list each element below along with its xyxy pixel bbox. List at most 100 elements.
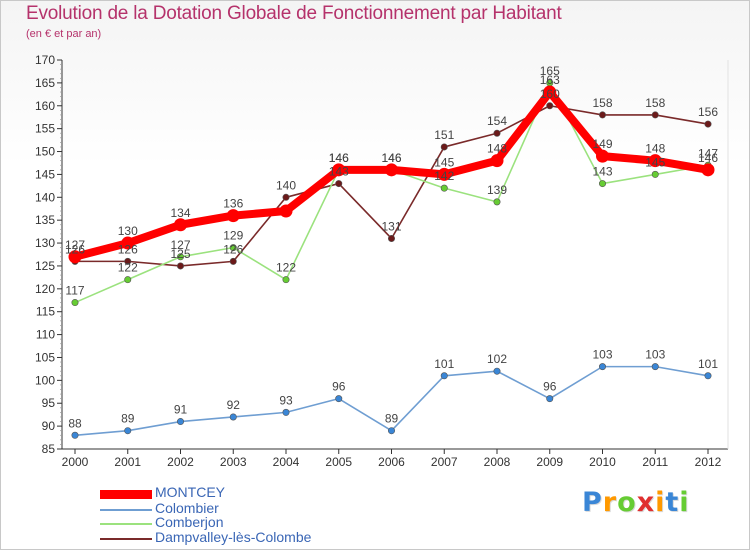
data-label-comberjon-2001: 122	[118, 261, 138, 275]
point-colombier-2010	[598, 363, 606, 371]
data-label-dampvalley-l-s-colombe-2011: 158	[645, 96, 665, 110]
x-tick-label-2002: 2002	[167, 455, 194, 469]
point-dampvalley-l-s-colombe-2001	[124, 257, 132, 265]
proxiti-logo: Proxiti	[582, 487, 690, 518]
x-tick-label-2003: 2003	[220, 455, 247, 469]
point-colombier-2009	[546, 395, 554, 403]
y-tick-label-120: 120	[35, 282, 55, 296]
point-colombier-2007	[440, 372, 448, 380]
point-dampvalley-l-s-colombe-2009	[546, 102, 554, 110]
point-montcey-2000	[68, 250, 82, 264]
data-label-montcey-2005: 146	[329, 151, 349, 165]
point-comberjon-2001	[124, 276, 132, 284]
legend-label-dampvalley: Dampvalley-lès-Colombe	[155, 529, 312, 545]
x-tick-label-2010: 2010	[589, 455, 616, 469]
legend-swatch-colombier	[100, 509, 152, 511]
data-label-comberjon-2000: 117	[65, 284, 84, 298]
point-dampvalley-l-s-colombe-2011	[651, 111, 659, 119]
point-colombier-2001	[124, 427, 132, 435]
x-tick-label-2007: 2007	[431, 455, 458, 469]
point-colombier-2003	[229, 413, 237, 421]
legend-label-comberjon: Comberjon	[155, 514, 224, 530]
data-label-colombier-2011: 103	[645, 348, 665, 362]
point-comberjon-2010	[598, 180, 606, 188]
y-tick-label-155: 155	[35, 122, 55, 136]
y-tick-label-140: 140	[35, 190, 55, 204]
data-label-comberjon-2008: 139	[487, 183, 507, 197]
data-label-colombier-2000: 88	[68, 416, 82, 430]
x-tick-label-2008: 2008	[484, 455, 511, 469]
point-montcey-2006	[385, 163, 398, 177]
data-label-colombier-2010: 103	[592, 348, 612, 362]
x-tick-label-2011: 2011	[642, 455, 668, 469]
data-label-comberjon-2005: 146	[329, 151, 349, 165]
data-label-montcey-2006: 146	[381, 151, 401, 165]
point-dampvalley-l-s-colombe-2012	[704, 120, 712, 128]
y-tick-label-160: 160	[35, 99, 55, 113]
y-tick-label-165: 165	[35, 76, 55, 90]
point-montcey-2012	[701, 163, 715, 177]
data-label-dampvalley-l-s-colombe-2010: 158	[592, 96, 612, 110]
point-montcey-2001	[121, 236, 135, 250]
point-montcey-2004	[279, 204, 293, 218]
point-colombier-2000	[71, 431, 79, 439]
point-dampvalley-l-s-colombe-2005	[335, 180, 343, 188]
data-label-montcey-2010: 149	[592, 137, 612, 151]
logo-letter: r	[602, 487, 618, 518]
point-colombier-2008	[493, 367, 501, 375]
point-dampvalley-l-s-colombe-2010	[598, 111, 606, 119]
data-label-dampvalley-l-s-colombe-2009: 160	[540, 87, 560, 101]
data-label-colombier-2001: 89	[121, 412, 135, 426]
x-tick-label-2012: 2012	[695, 455, 722, 469]
point-dampvalley-l-s-colombe-2008	[493, 129, 501, 137]
logo-letter: i	[655, 487, 666, 518]
data-label-colombier-2009: 96	[543, 380, 557, 394]
data-label-dampvalley-l-s-colombe-2003: 126	[223, 242, 243, 256]
data-label-colombier-2007: 101	[434, 357, 454, 371]
legend-swatch-montcey	[100, 490, 152, 499]
y-tick-label-150: 150	[35, 145, 55, 159]
chart-subtitle: (en € et par an)	[26, 28, 102, 40]
y-tick-label-100: 100	[35, 373, 55, 387]
data-label-dampvalley-l-s-colombe-2002: 125	[170, 247, 190, 261]
data-label-montcey-2009: 163	[540, 73, 560, 87]
logo-letter: x	[636, 487, 656, 518]
data-label-dampvalley-l-s-colombe-2007: 151	[434, 128, 454, 142]
data-label-montcey-2003: 136	[223, 197, 243, 211]
y-tick-label-145: 145	[35, 167, 55, 181]
data-label-dampvalley-l-s-colombe-2000: 126	[65, 242, 85, 256]
data-label-colombier-2004: 93	[279, 393, 293, 407]
logo-letter: P	[582, 487, 603, 518]
y-tick-label-110: 110	[36, 328, 55, 342]
point-comberjon-2002	[177, 253, 185, 261]
data-label-montcey-2000: 127	[65, 238, 85, 252]
point-comberjon-2011	[651, 170, 659, 178]
data-label-colombier-2006: 89	[385, 412, 399, 426]
point-montcey-2008	[490, 154, 504, 168]
y-tick-label-135: 135	[35, 213, 55, 227]
point-dampvalley-l-s-colombe-2006	[387, 234, 395, 242]
data-label-dampvalley-l-s-colombe-2004: 140	[276, 178, 296, 192]
data-label-dampvalley-l-s-colombe-2006: 131	[381, 219, 401, 233]
data-label-colombier-2003: 92	[227, 398, 241, 412]
logo-letter: o	[617, 487, 637, 518]
point-montcey-2007	[437, 167, 451, 181]
point-dampvalley-l-s-colombe-2002	[177, 262, 185, 270]
y-tick-label-115: 115	[36, 305, 55, 319]
data-label-colombier-2008: 102	[487, 352, 507, 366]
legend-label-colombier: Colombier	[155, 500, 219, 516]
point-montcey-2011	[648, 154, 662, 168]
data-label-montcey-2007: 145	[434, 155, 454, 169]
logo-letter: i	[679, 487, 690, 518]
point-colombier-2005	[335, 395, 343, 403]
point-colombier-2011	[651, 363, 659, 371]
point-montcey-2002	[174, 218, 187, 232]
y-tick-label-170: 170	[35, 53, 55, 67]
point-comberjon-2003	[229, 244, 237, 252]
data-label-comberjon-2010: 143	[592, 165, 612, 179]
point-colombier-2002	[177, 418, 185, 426]
data-label-comberjon-2002: 127	[170, 238, 190, 252]
legend-label-montcey: MONTCEY	[155, 484, 225, 500]
